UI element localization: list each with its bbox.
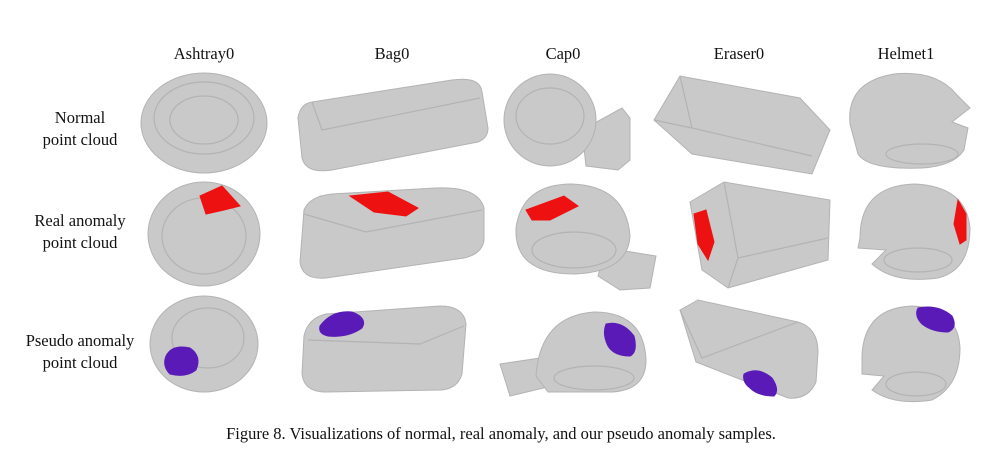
real-bag-point-cloud [296,180,488,286]
normal-cap-point-cloud [502,68,632,178]
pseudo-helmet-point-cloud [858,302,964,406]
normal-eraser-point-cloud [652,68,832,178]
real-eraser-point-cloud [684,178,834,292]
column-header-cap: Cap0 [545,44,581,63]
real-helmet-point-cloud [854,178,974,290]
real-cap-point-cloud [510,180,660,292]
row-label-real: Real anomaly point cloud [0,210,160,254]
row-label-real-line1: Real anomaly [34,211,126,230]
row-label-normal-line1: Normal [54,108,106,127]
column-header-eraser: Eraser0 [713,44,765,63]
pseudo-cap-point-cloud [496,306,650,398]
column-header-bag: Bag0 [374,44,410,63]
pseudo-eraser-point-cloud [678,298,824,402]
row-label-real-line2: point cloud [42,233,118,252]
column-header-ashtray: Ashtray0 [173,44,235,63]
normal-ashtray-point-cloud [134,68,274,178]
row-label-normal-line2: point cloud [42,130,118,149]
normal-bag-point-cloud [292,68,492,178]
figure-caption: Figure 8. Visualizations of normal, real… [226,424,776,443]
row-label-pseudo-line2: point cloud [42,353,118,372]
row-label-pseudo: Pseudo anomaly point cloud [0,330,160,374]
row-label-normal: Normal point cloud [0,107,160,151]
real-ashtray-point-cloud [144,178,264,288]
column-header-helmet: Helmet1 [877,44,935,63]
row-label-pseudo-line1: Pseudo anomaly [25,331,135,350]
pseudo-ashtray-point-cloud [146,294,262,394]
normal-helmet-point-cloud [844,68,974,178]
pseudo-bag-point-cloud [300,304,468,396]
